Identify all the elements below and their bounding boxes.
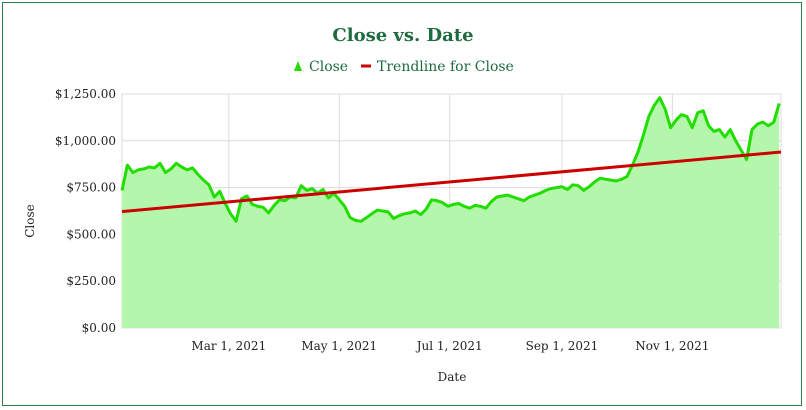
legend-marker-close — [294, 61, 302, 71]
plot-area — [120, 96, 782, 328]
legend-item-close[interactable]: Close — [294, 59, 348, 75]
x-axis-ticks: Mar 1, 2021 May 1, 2021 Jul 1, 2021 Sep 1, … — [191, 339, 709, 353]
series-close-area — [122, 97, 780, 328]
y-tick-label: $1,000.00 — [55, 134, 116, 148]
legend-item-trendline[interactable]: Trendline for Close — [361, 59, 514, 75]
chart-title: Close vs. Date — [332, 25, 473, 46]
x-tick-label: May 1, 2021 — [301, 339, 377, 353]
x-tick-label: Nov 1, 2021 — [635, 339, 709, 353]
y-tick-label: $750.00 — [66, 181, 116, 195]
x-axis-title: Date — [438, 370, 467, 384]
y-tick-label: $250.00 — [66, 274, 116, 288]
legend-label-close: Close — [309, 59, 348, 75]
x-tick-label: Mar 1, 2021 — [191, 339, 266, 353]
trendline[interactable] — [121, 150, 782, 214]
x-tick-label: Sep 1, 2021 — [526, 339, 599, 353]
y-axis-ticks: $0.00 $250.00 $500.00 $750.00 $1,000.00 $1,25… — [55, 87, 116, 335]
series-close-line[interactable] — [120, 96, 781, 223]
y-tick-label: $1,250.00 — [55, 87, 116, 101]
legend-label-trendline: Trendline for Close — [377, 59, 514, 75]
y-tick-label: $0.00 — [82, 321, 116, 335]
y-axis-title: Close — [23, 204, 37, 238]
x-tick-label: Jul 1, 2021 — [415, 339, 483, 353]
y-tick-label: $500.00 — [66, 227, 116, 241]
legend: Close Trendline for Close — [294, 59, 514, 75]
